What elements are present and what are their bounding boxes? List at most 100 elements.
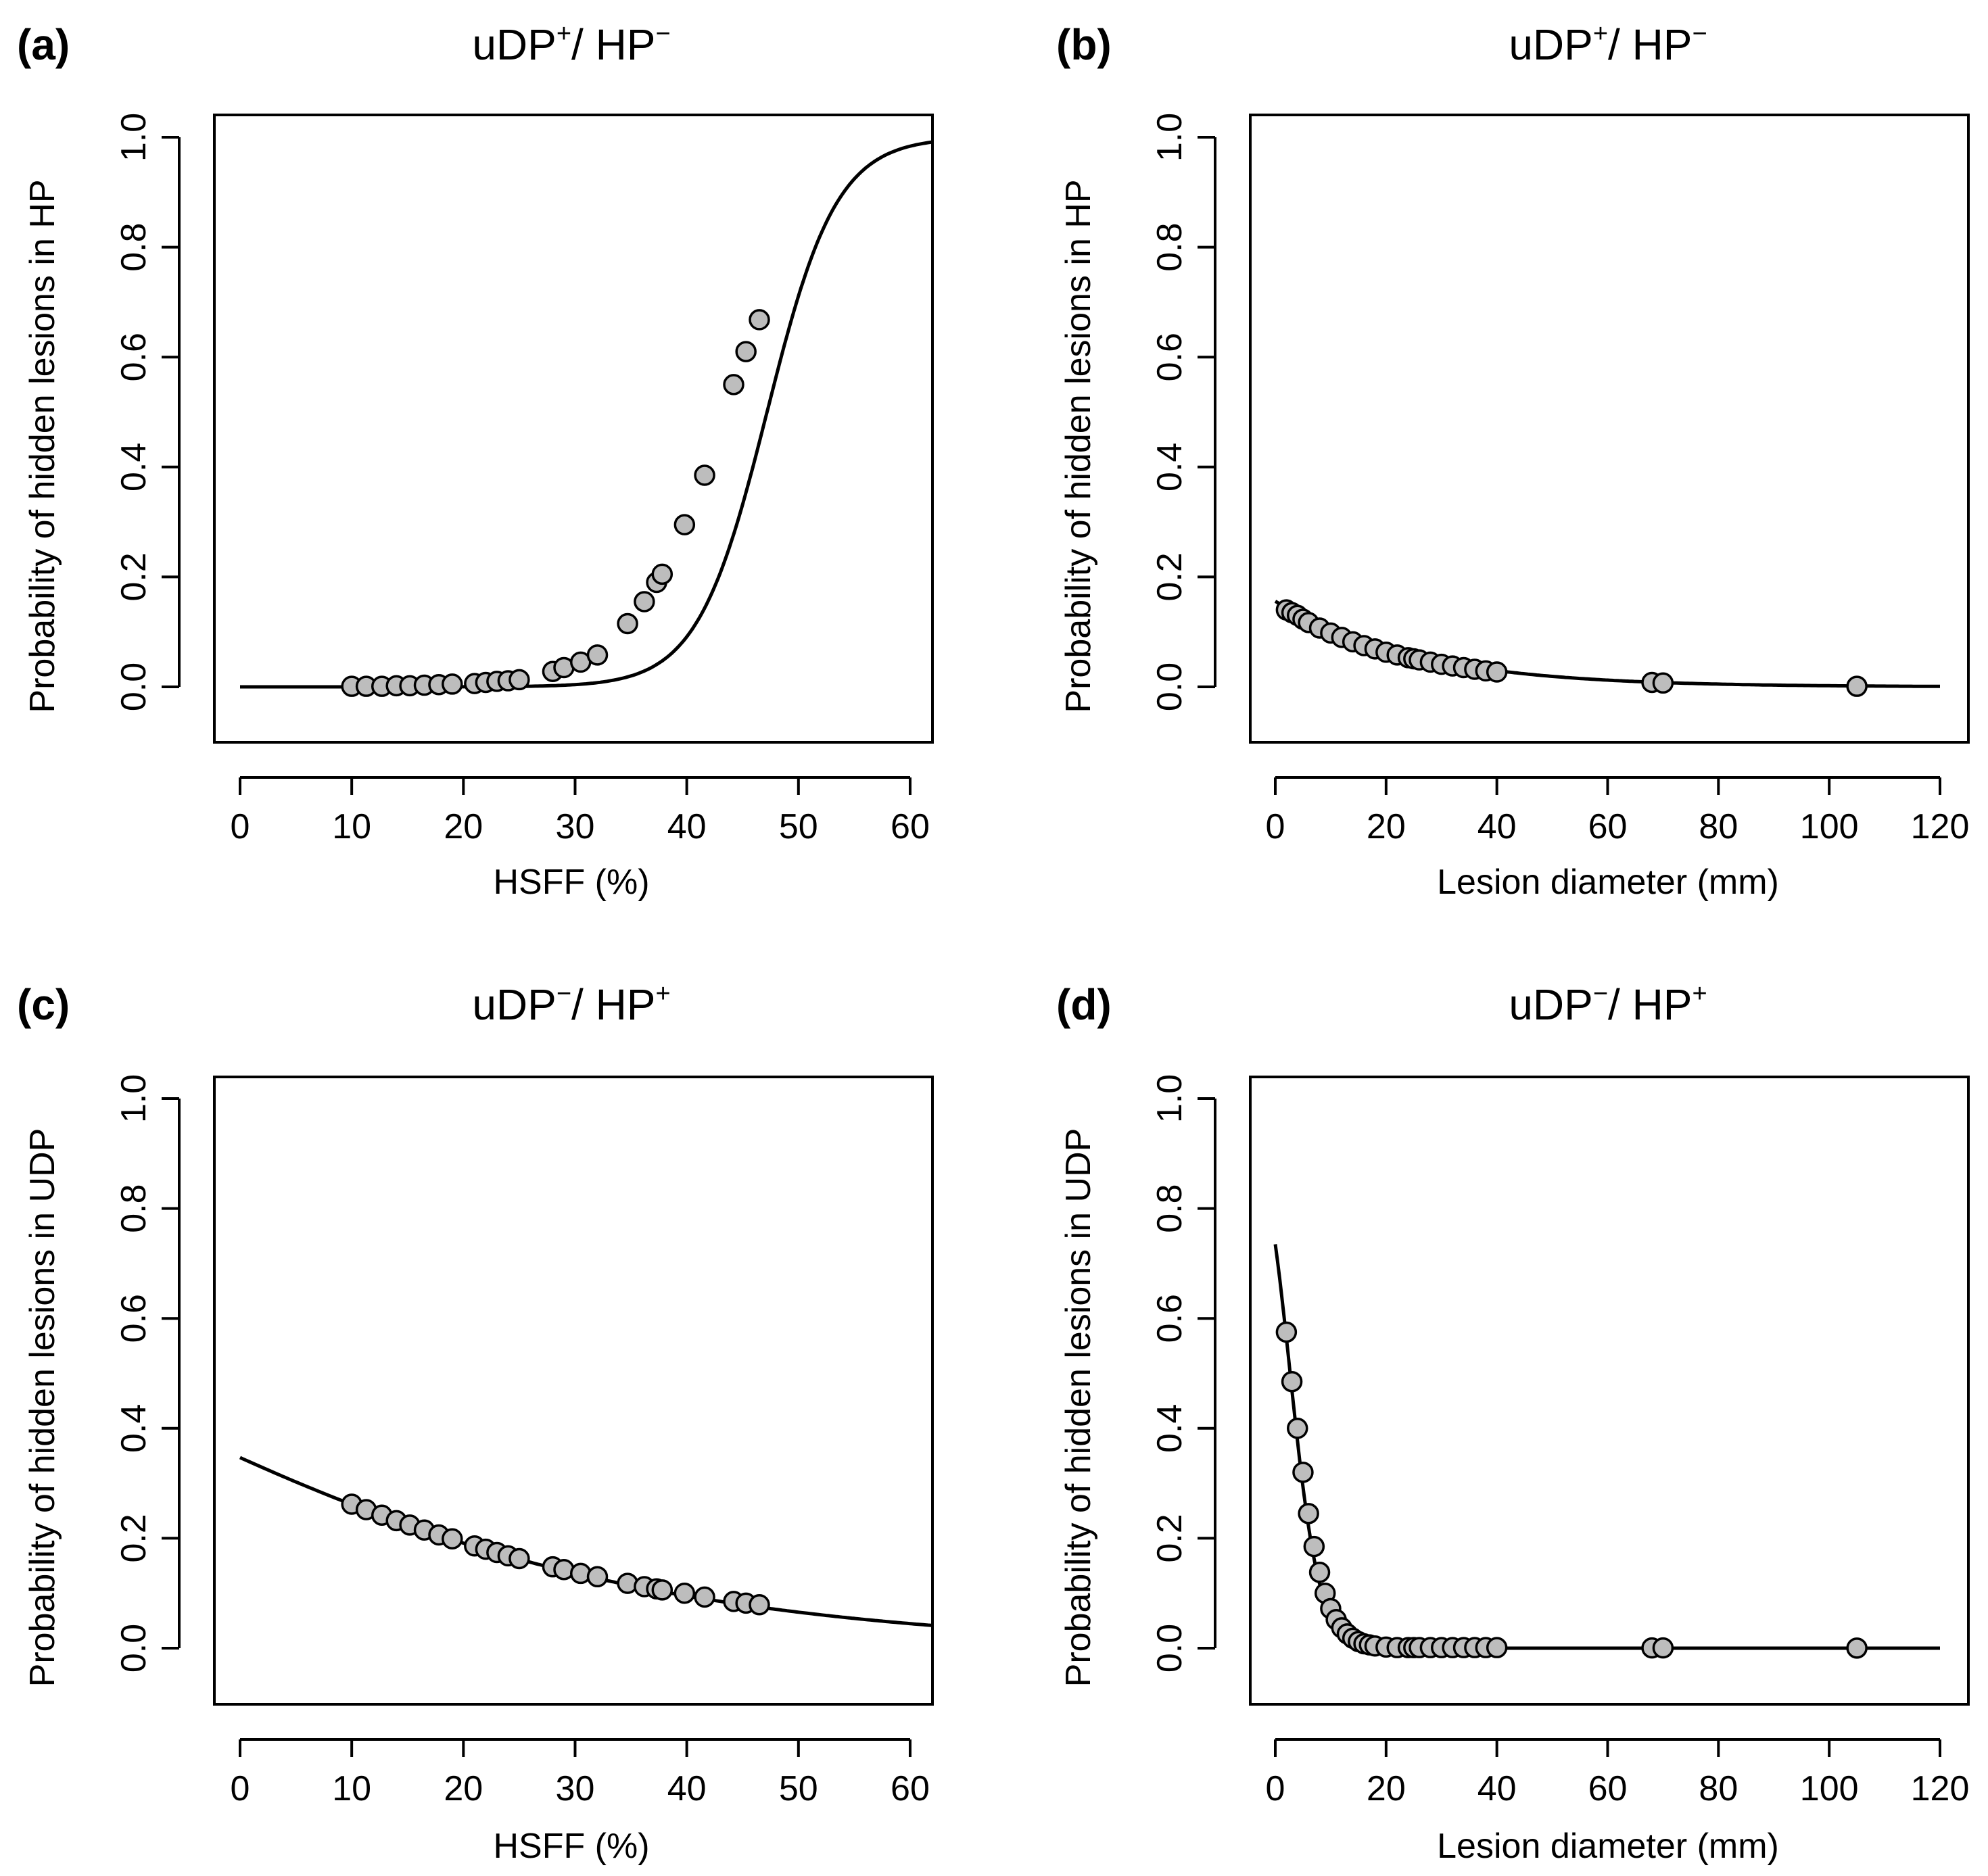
- x-tick-label: 40: [667, 807, 707, 846]
- title-mid: / HP: [1608, 20, 1692, 69]
- panel-c: (c) uDP−/ HP+ HSFF (%) Probability of hi…: [17, 980, 934, 1866]
- data-point: [1846, 1637, 1868, 1659]
- y-tick-label: 0.2: [1150, 1514, 1189, 1562]
- x-tick-label: 0: [1266, 1769, 1285, 1808]
- y-tick-label: 0.0: [1150, 1624, 1189, 1673]
- y-tick-label: 0.0: [114, 663, 153, 711]
- panel-a: (a) uDP+/ HP− HSFF (%) Probability of hi…: [17, 20, 934, 902]
- fitted-curve: [239, 1456, 933, 1627]
- data-point: [1652, 1637, 1674, 1659]
- data-point: [586, 1566, 609, 1588]
- data-point: [634, 591, 655, 612]
- panel-letter: (d): [1056, 980, 1112, 1029]
- y-tick-label: 0.2: [114, 552, 153, 601]
- data-point: [1298, 1503, 1319, 1524]
- title-sup1: +: [557, 20, 571, 48]
- data-point: [673, 1582, 696, 1604]
- x-tick-label: 120: [1911, 807, 1970, 846]
- x-tick-label: 80: [1699, 807, 1738, 846]
- y-tick-label: 0.4: [1150, 443, 1189, 491]
- y-tick-label: 0.6: [114, 1294, 153, 1343]
- y-axis-label: Probability of hidden lesions in HP: [23, 179, 62, 713]
- y-axis-label: Probability of hidden lesions in UDP: [1059, 1128, 1098, 1687]
- x-axis-label: HSFF (%): [493, 1827, 649, 1866]
- data-point: [1303, 1535, 1325, 1558]
- panel-d: (d) uDP−/ HP+ Lesion diameter (mm) Proba…: [1056, 980, 1970, 1866]
- data-point: [1287, 1418, 1308, 1439]
- chart-title: uDP−/ HP+: [472, 980, 670, 1029]
- x-tick-label: 60: [1588, 807, 1628, 846]
- y-tick-label: 0.4: [114, 443, 153, 491]
- title-main: uDP: [472, 20, 557, 69]
- x-tick-label: 60: [891, 807, 930, 846]
- y-tick-label: 0.8: [1150, 1184, 1189, 1232]
- data-point: [617, 612, 638, 635]
- x-tick-label: 0: [231, 807, 250, 846]
- fitted-curve: [1273, 1244, 1940, 1650]
- y-tick-label: 0.4: [114, 1404, 153, 1453]
- data-point: [651, 1579, 673, 1601]
- plot-frame: [213, 114, 934, 744]
- title-main: uDP: [472, 980, 557, 1029]
- data-point: [1652, 672, 1674, 694]
- y-tick-label: 0.0: [114, 1624, 153, 1673]
- data-point: [749, 1594, 770, 1616]
- x-tick-label: 60: [891, 1769, 930, 1808]
- x-tick-label: 60: [1588, 1769, 1628, 1808]
- title-sup1: −: [1593, 980, 1608, 1008]
- y-tick-label: 1.0: [114, 1074, 153, 1123]
- x-tick-label: 40: [1477, 1769, 1517, 1808]
- y-tick-label: 0.4: [1150, 1404, 1189, 1453]
- x-tick-label: 100: [1800, 1769, 1859, 1808]
- title-sup2: +: [1692, 980, 1707, 1008]
- x-tick-label: 20: [444, 807, 483, 846]
- y-axis-label: Probability of hidden lesions in UDP: [23, 1128, 62, 1687]
- x-axis-label: HSFF (%): [493, 863, 649, 902]
- data-point: [508, 1547, 530, 1570]
- data-point: [1486, 1637, 1508, 1658]
- y-tick-label: 0.8: [114, 222, 153, 271]
- x-axis-label: Lesion diameter (mm): [1437, 1827, 1779, 1866]
- title-sup2: −: [655, 20, 670, 48]
- x-tick-label: 120: [1911, 1769, 1970, 1808]
- y-tick-label: 0.6: [1150, 333, 1189, 381]
- x-tick-label: 40: [667, 1769, 707, 1808]
- y-tick-label: 1.0: [1150, 113, 1189, 162]
- data-point: [442, 1528, 463, 1549]
- y-tick-label: 0.0: [1150, 663, 1189, 711]
- data-point: [1308, 1562, 1331, 1583]
- data-point: [749, 309, 770, 331]
- data-point: [1281, 1370, 1303, 1393]
- data-point: [1292, 1462, 1314, 1483]
- data-point: [735, 341, 757, 362]
- title-sup2: −: [1692, 20, 1707, 48]
- x-axis-label: Lesion diameter (mm): [1437, 863, 1779, 902]
- x-tick-label: 50: [779, 1769, 818, 1808]
- fitted-curve: [240, 140, 933, 689]
- y-tick-label: 0.2: [114, 1514, 153, 1562]
- y-tick-label: 0.8: [1150, 222, 1189, 271]
- data-point: [586, 644, 609, 666]
- x-tick-label: 20: [1367, 807, 1406, 846]
- x-tick-label: 30: [556, 1769, 595, 1808]
- x-tick-label: 80: [1699, 1769, 1738, 1808]
- title-sup2: +: [655, 980, 670, 1008]
- y-tick-label: 1.0: [114, 113, 153, 162]
- x-tick-label: 50: [779, 807, 818, 846]
- y-tick-label: 0.6: [114, 333, 153, 381]
- data-point: [673, 514, 696, 535]
- panel-letter: (b): [1056, 20, 1112, 69]
- data-point: [1275, 1321, 1298, 1343]
- data-point: [694, 1586, 715, 1608]
- data-point: [1846, 675, 1868, 697]
- x-tick-label: 100: [1800, 807, 1859, 846]
- title-sup1: −: [557, 980, 571, 1008]
- plot-frame: [1249, 1076, 1970, 1706]
- x-tick-label: 10: [332, 807, 371, 846]
- plot-frame: [213, 1076, 934, 1706]
- y-tick-label: 0.6: [1150, 1294, 1189, 1343]
- data-point: [723, 374, 744, 395]
- x-tick-label: 20: [444, 1769, 483, 1808]
- y-tick-label: 0.2: [1150, 552, 1189, 601]
